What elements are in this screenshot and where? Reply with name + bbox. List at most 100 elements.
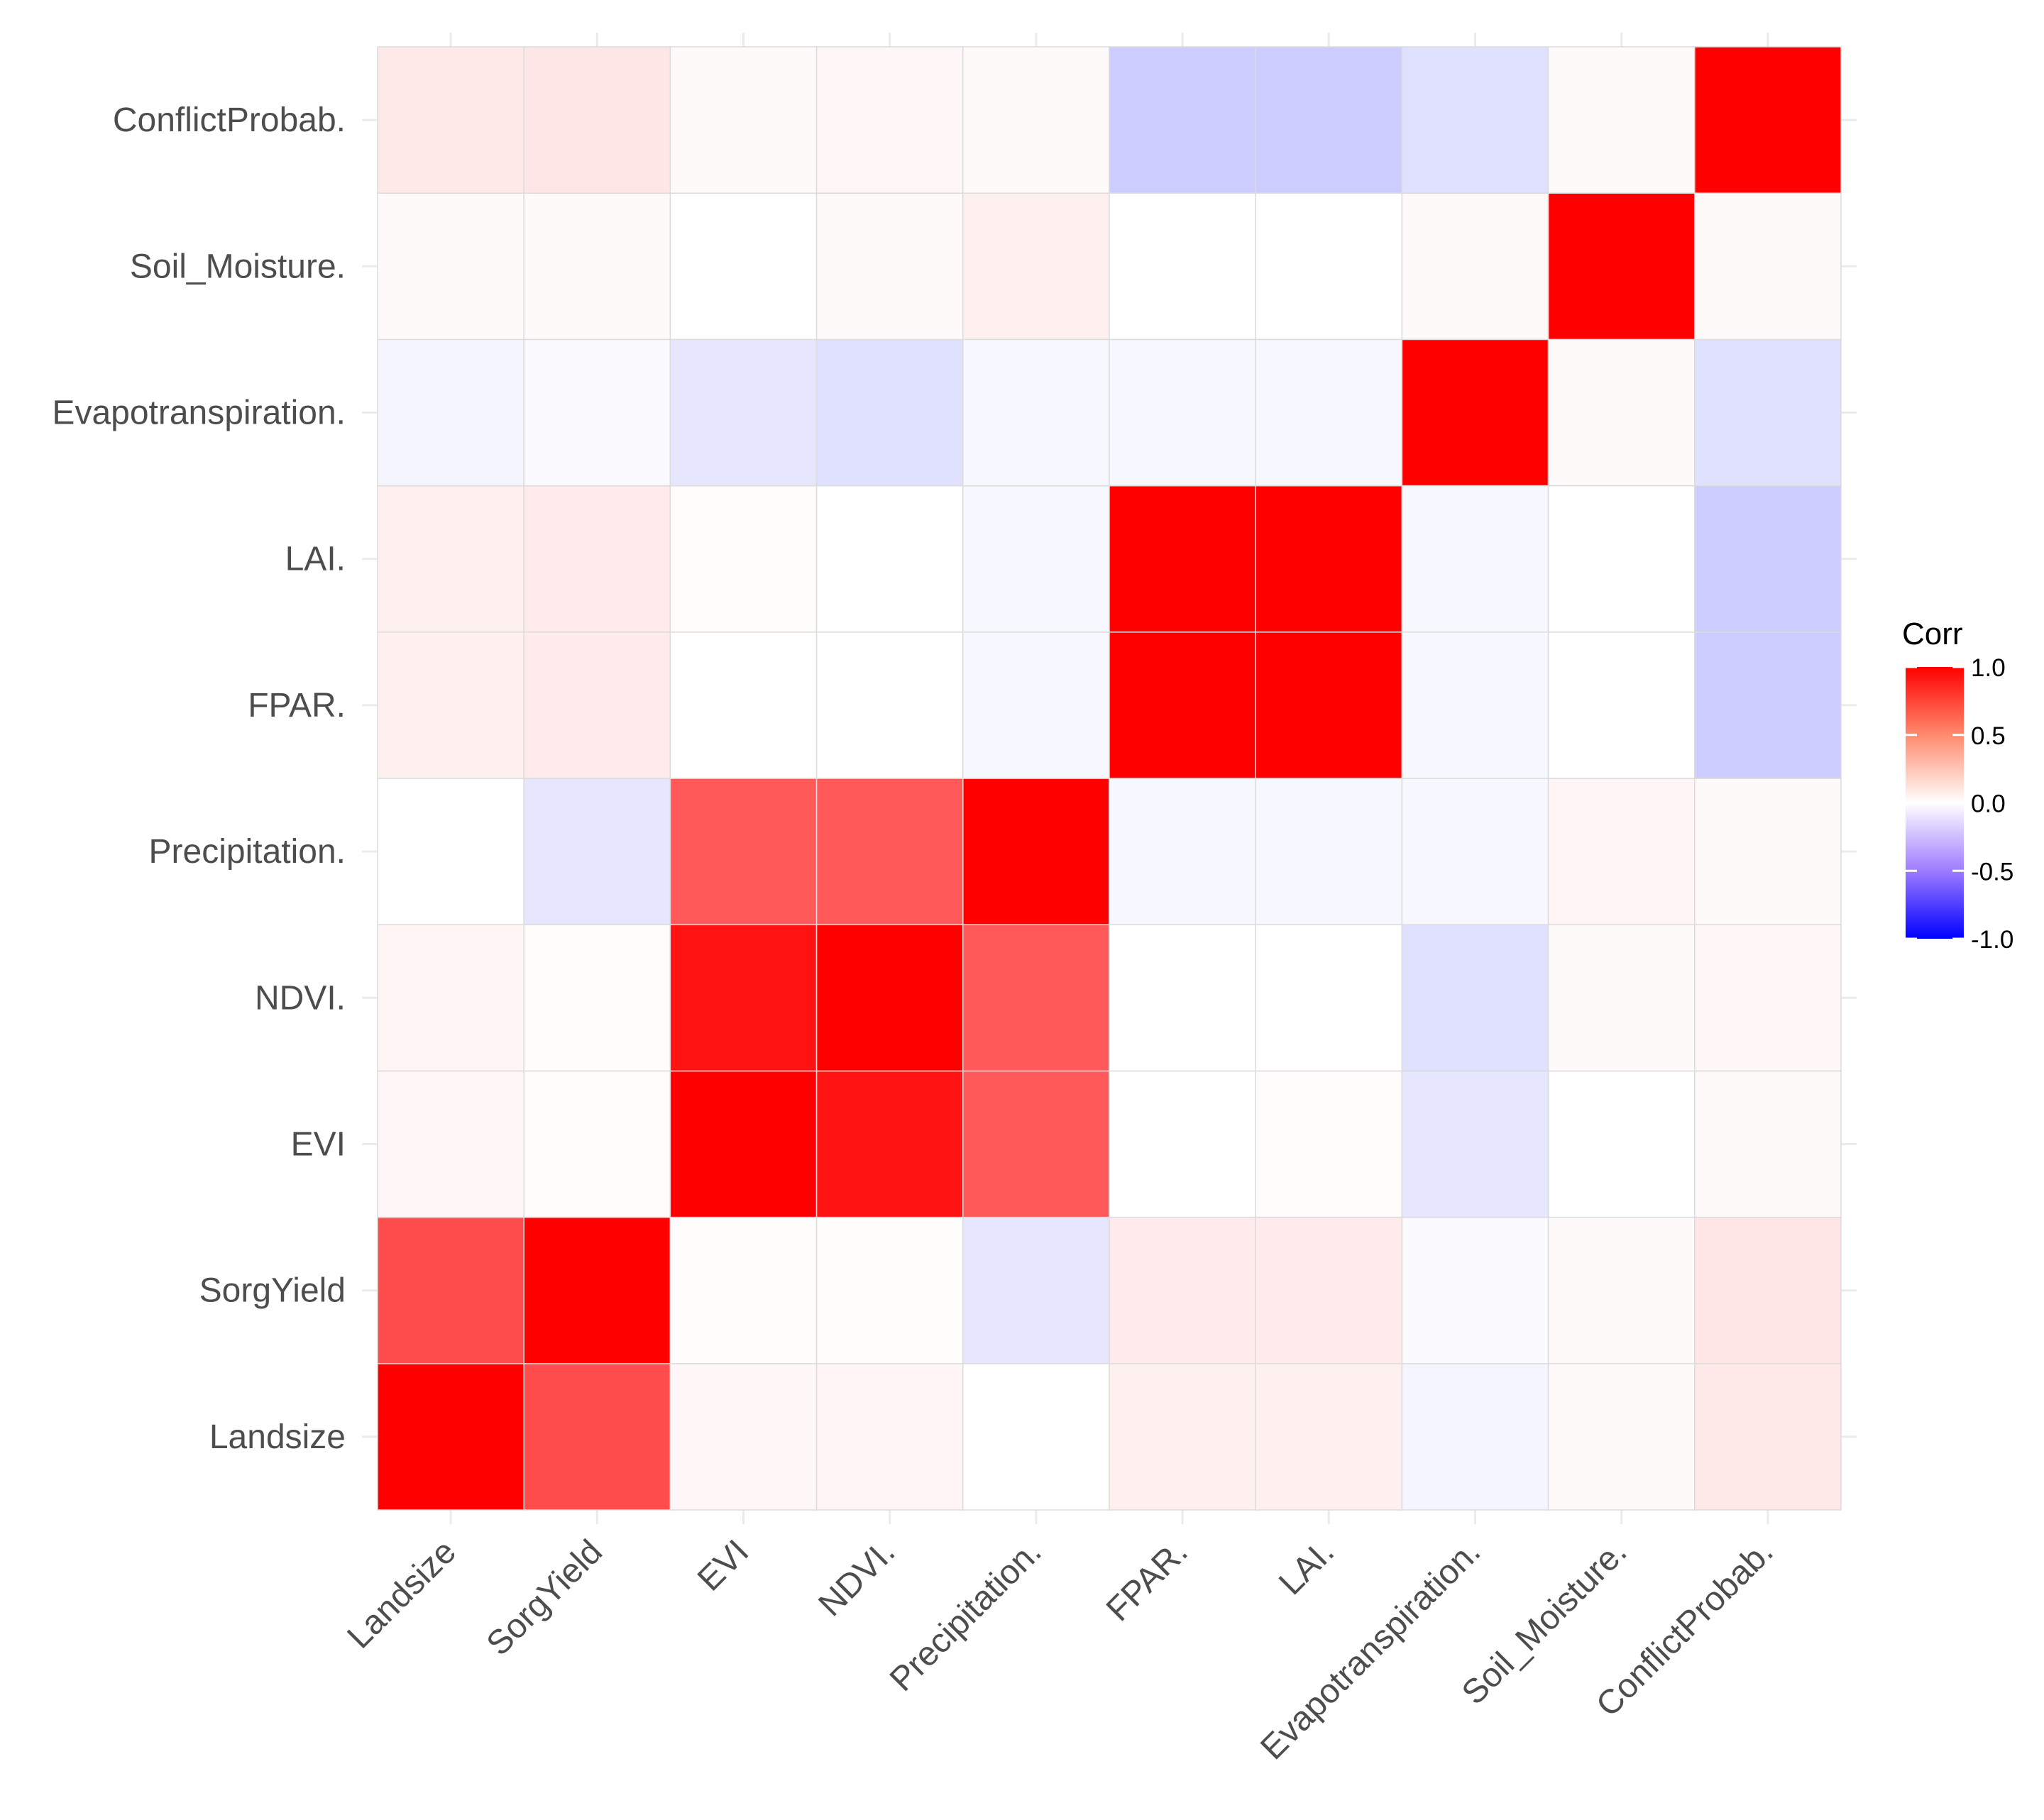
cell-ConflictProbab-SorgYield — [523, 46, 671, 194]
cell-LAI-LAI — [1255, 485, 1403, 633]
cell-ConflictProbab-Landsize — [377, 46, 524, 194]
y-tick-label: NDVI. — [255, 979, 346, 1017]
cell-Landsize-LAI — [1255, 1363, 1403, 1511]
cell-FPAR-EVI — [669, 632, 818, 779]
cell-ConflictProbab-Precipitation — [962, 46, 1110, 194]
cell-EVI-FPAR — [1109, 1070, 1256, 1218]
cell-Soil_Moisture-LAI — [1255, 192, 1403, 341]
y-axis-labels: Landsize SorgYield EVI NDVI. Precipitation. F… — [52, 101, 346, 1456]
cell-Precipitation-Precipitation — [962, 778, 1110, 925]
cell-FPAR-ConflictProbab — [1694, 632, 1842, 779]
legend-tick-label: -1.0 — [1971, 926, 2013, 954]
y-tick-label: Precipitation. — [149, 833, 346, 871]
legend-tick-label: -0.5 — [1971, 858, 2013, 886]
cell-ConflictProbab-FPAR — [1109, 46, 1256, 194]
cell-EVI-EVI — [669, 1070, 818, 1218]
cell-FPAR-Landsize — [377, 632, 524, 779]
cell-ConflictProbab-Evapotranspiration — [1401, 46, 1549, 194]
cell-Soil_Moisture-SorgYield — [523, 192, 671, 341]
cell-ConflictProbab-ConflictProbab — [1694, 46, 1842, 194]
cell-NDVI-LAI — [1255, 924, 1403, 1072]
cell-SorgYield-Landsize — [377, 1216, 524, 1364]
cell-Landsize-EVI — [669, 1363, 818, 1511]
cell-Landsize-SorgYield — [523, 1363, 671, 1511]
x-tick-label: FPAR. — [1099, 1533, 1195, 1628]
cell-SorgYield-NDVI — [815, 1216, 964, 1364]
y-tick-label: Landsize — [209, 1418, 346, 1456]
cell-FPAR-Soil_Moisture — [1547, 632, 1696, 779]
cell-LAI-EVI — [669, 485, 818, 633]
cell-Evapotranspiration-Landsize — [377, 338, 524, 487]
x-tick-label: NDVI. — [811, 1533, 902, 1623]
cell-EVI-LAI — [1255, 1070, 1403, 1218]
cell-SorgYield-ConflictProbab — [1694, 1216, 1842, 1364]
cell-Precipitation-EVI — [669, 778, 818, 925]
cell-Evapotranspiration-ConflictProbab — [1694, 338, 1842, 487]
cell-SorgYield-LAI — [1255, 1216, 1403, 1364]
cell-Landsize-FPAR — [1109, 1363, 1256, 1511]
cell-FPAR-SorgYield — [523, 632, 671, 779]
cell-LAI-ConflictProbab — [1694, 485, 1842, 633]
cell-EVI-SorgYield — [523, 1070, 671, 1218]
cell-ConflictProbab-LAI — [1255, 46, 1403, 194]
cell-Soil_Moisture-Landsize — [377, 192, 524, 341]
cell-Evapotranspiration-NDVI — [815, 338, 964, 487]
x-tick-label: Landsize — [341, 1533, 463, 1655]
cell-Landsize-Precipitation — [962, 1363, 1110, 1511]
cell-NDVI-Evapotranspiration — [1401, 924, 1549, 1072]
cell-Soil_Moisture-FPAR — [1109, 192, 1256, 341]
cell-Soil_Moisture-Soil_Moisture — [1547, 192, 1696, 341]
cell-ConflictProbab-Soil_Moisture — [1547, 46, 1696, 194]
cell-Landsize-Soil_Moisture — [1547, 1363, 1696, 1511]
cell-LAI-FPAR — [1109, 485, 1256, 633]
cell-EVI-Landsize — [377, 1070, 524, 1218]
cell-Evapotranspiration-Soil_Moisture — [1547, 338, 1696, 487]
cell-ConflictProbab-NDVI — [815, 46, 964, 194]
cell-Soil_Moisture-EVI — [669, 192, 818, 341]
cell-Evapotranspiration-FPAR — [1109, 338, 1256, 487]
y-tick-label: EVI — [291, 1126, 346, 1164]
cell-Precipitation-NDVI — [815, 778, 964, 925]
cell-Landsize-ConflictProbab — [1694, 1363, 1842, 1511]
cell-LAI-SorgYield — [523, 485, 671, 633]
cell-Landsize-Evapotranspiration — [1401, 1363, 1549, 1511]
cell-Landsize-Landsize — [377, 1363, 524, 1511]
cell-Evapotranspiration-LAI — [1255, 338, 1403, 487]
cell-NDVI-ConflictProbab — [1694, 924, 1842, 1072]
y-tick-label: ConflictProbab. — [113, 101, 346, 139]
legend-title: Corr — [1902, 617, 1963, 651]
cell-LAI-NDVI — [815, 485, 964, 633]
y-tick-label: LAI. — [285, 541, 346, 578]
y-tick-label: SorgYield — [199, 1272, 346, 1310]
cell-Precipitation-Soil_Moisture — [1547, 778, 1696, 925]
cell-FPAR-Evapotranspiration — [1401, 632, 1549, 779]
cell-Precipitation-FPAR — [1109, 778, 1256, 925]
cell-Precipitation-Landsize — [377, 778, 524, 925]
cell-Landsize-NDVI — [815, 1363, 964, 1511]
x-tick-label: EVI — [691, 1533, 756, 1598]
cell-LAI-Precipitation — [962, 485, 1110, 633]
cell-SorgYield-Soil_Moisture — [1547, 1216, 1696, 1364]
cell-LAI-Soil_Moisture — [1547, 485, 1696, 633]
cell-LAI-Landsize — [377, 485, 524, 633]
legend-tick-label: 0.5 — [1971, 722, 2006, 750]
cell-Evapotranspiration-EVI — [669, 338, 818, 487]
cell-NDVI-EVI — [669, 924, 818, 1072]
cell-Precipitation-SorgYield — [523, 778, 671, 925]
cell-FPAR-LAI — [1255, 632, 1403, 779]
cell-SorgYield-FPAR — [1109, 1216, 1256, 1364]
cell-EVI-NDVI — [815, 1070, 964, 1218]
cell-NDVI-Landsize — [377, 924, 524, 1072]
cell-ConflictProbab-EVI — [669, 46, 818, 194]
color-legend: Corr 1.0 0.5 0.0 -0.5 -1.0 — [1902, 617, 2013, 954]
cell-FPAR-NDVI — [815, 632, 964, 779]
cell-NDVI-FPAR — [1109, 924, 1256, 1072]
cell-NDVI-Soil_Moisture — [1547, 924, 1696, 1072]
cell-Evapotranspiration-SorgYield — [523, 338, 671, 487]
cell-FPAR-FPAR — [1109, 632, 1256, 779]
cell-EVI-Precipitation — [962, 1070, 1110, 1218]
cell-Precipitation-LAI — [1255, 778, 1403, 925]
x-tick-label: LAI. — [1272, 1533, 1341, 1602]
y-tick-label: Soil_Moisture. — [130, 248, 346, 285]
